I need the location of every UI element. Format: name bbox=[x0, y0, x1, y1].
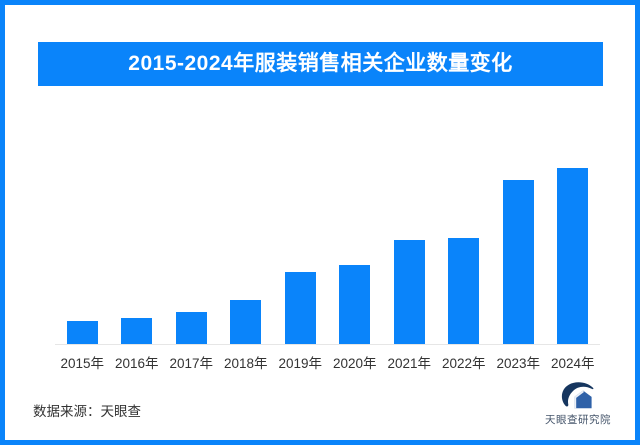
bar-2023年 bbox=[502, 180, 534, 344]
bar-column-2017年: 2017年 bbox=[164, 168, 219, 371]
bar-column-2021年: 2021年 bbox=[382, 168, 437, 371]
x-axis-line bbox=[55, 344, 600, 345]
x-tick-label-2015年: 2015年 bbox=[60, 356, 105, 371]
bar-2022年 bbox=[448, 238, 480, 344]
chart-title-banner: 2015-2024年服装销售相关企业数量变化 bbox=[38, 42, 603, 86]
data-source-label: 数据来源：天眼查 bbox=[33, 404, 141, 419]
bar-2015年 bbox=[66, 321, 98, 344]
brand-logo: 天眼查研究院 bbox=[543, 381, 613, 427]
bar-2017年 bbox=[175, 312, 207, 344]
bar-2021年 bbox=[393, 240, 425, 344]
bar-2016年 bbox=[121, 318, 153, 344]
bar-2020年 bbox=[339, 265, 371, 344]
x-tick-label-2017年: 2017年 bbox=[169, 356, 214, 371]
bar-chart-plot: 2015年 2016年 2017年 2018年 2019年 2020年 2021年 2022年… bbox=[55, 168, 601, 371]
bar-column-2018年: 2018年 bbox=[219, 168, 274, 371]
x-tick-label-2022年: 2022年 bbox=[441, 356, 486, 371]
bar-column-2024年: 2024年 bbox=[546, 168, 601, 371]
bar-column-2023年: 2023年 bbox=[491, 168, 546, 371]
bar-2018年 bbox=[230, 300, 262, 344]
x-tick-label-2023年: 2023年 bbox=[496, 356, 541, 371]
x-tick-label-2021年: 2021年 bbox=[387, 356, 432, 371]
bar-column-2016年: 2016年 bbox=[110, 168, 165, 371]
bar-column-2019年: 2019年 bbox=[273, 168, 328, 371]
x-tick-label-2019年: 2019年 bbox=[278, 356, 323, 371]
bar-column-2020年: 2020年 bbox=[328, 168, 383, 371]
bar-2019年 bbox=[284, 272, 316, 344]
chart-title: 2015-2024年服装销售相关企业数量变化 bbox=[128, 52, 513, 75]
x-tick-label-2018年: 2018年 bbox=[223, 356, 268, 371]
x-tick-label-2016年: 2016年 bbox=[114, 356, 159, 371]
bar-column-2015年: 2015年 bbox=[55, 168, 110, 371]
brand-logo-text: 天眼查研究院 bbox=[545, 414, 611, 426]
tianyancha-logo-icon bbox=[561, 382, 594, 409]
x-tick-label-2024年: 2024年 bbox=[550, 356, 595, 371]
bar-column-2022年: 2022年 bbox=[437, 168, 492, 371]
bar-2024年 bbox=[557, 168, 589, 344]
x-tick-label-2020年: 2020年 bbox=[332, 356, 377, 371]
